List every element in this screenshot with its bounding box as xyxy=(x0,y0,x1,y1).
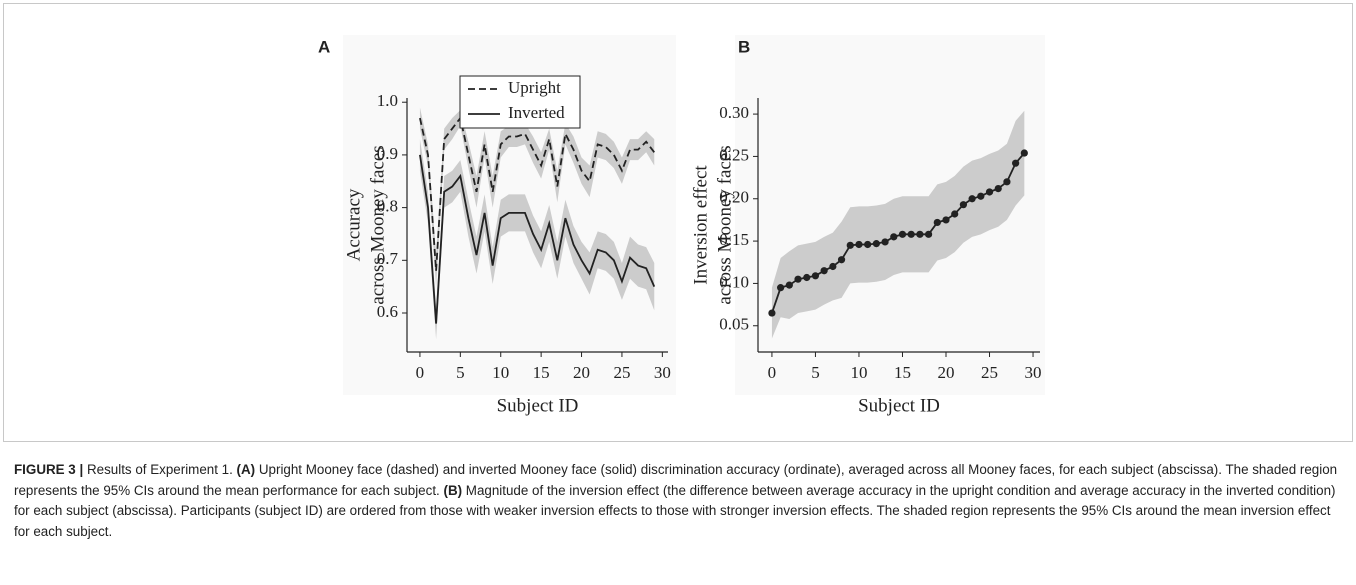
y-axis-label: Inversion effect xyxy=(690,165,711,285)
caption-text: Magnitude of the inversion effect (the d… xyxy=(14,482,1336,539)
data-point xyxy=(829,262,837,271)
data-point xyxy=(768,309,776,317)
y-tick-label: 0.9 xyxy=(377,144,398,163)
legend-box xyxy=(459,75,581,129)
caption-bold: FIGURE 3 | xyxy=(14,462,84,477)
data-point xyxy=(820,267,828,275)
data-point xyxy=(864,240,872,249)
data-point xyxy=(890,233,898,241)
data-point xyxy=(846,241,854,249)
data-point xyxy=(837,256,846,264)
x-tick-label: 25 xyxy=(981,363,998,382)
x-tick-label: 20 xyxy=(938,363,955,382)
data-point xyxy=(1012,159,1020,167)
caption-text: Upright Mooney face (dashed) and inverte… xyxy=(14,462,1338,498)
data-point xyxy=(994,184,1002,193)
data-point xyxy=(785,281,793,289)
y-tick-label: 0.8 xyxy=(377,197,398,216)
data-point xyxy=(794,275,802,283)
x-tick-label: 30 xyxy=(1025,363,1042,382)
x-tick-label: 15 xyxy=(894,363,911,382)
y-axis-label: across Mooney faces xyxy=(367,145,388,304)
caption-bold: (A) xyxy=(236,462,256,477)
y-tick-label: 0.25 xyxy=(719,145,749,164)
panel-label: B xyxy=(738,37,750,56)
data-point xyxy=(855,240,863,249)
y-tick-label: 0.10 xyxy=(719,272,749,291)
data-line xyxy=(419,154,656,324)
x-tick-label: 20 xyxy=(573,363,590,382)
x-tick-label: 0 xyxy=(768,363,777,382)
data-point xyxy=(881,238,889,246)
data-point xyxy=(907,230,915,238)
y-tick-label: 0.05 xyxy=(719,315,749,334)
data-point xyxy=(968,195,976,203)
data-point xyxy=(1003,178,1011,186)
data-point xyxy=(951,210,959,218)
data-point xyxy=(916,230,924,238)
figure-frame xyxy=(3,3,1353,442)
caption: FIGURE 3 | Results of Experiment 1. (A) … xyxy=(14,460,1344,542)
data-point xyxy=(1020,149,1028,157)
data-line xyxy=(419,115,655,271)
y-tick-label: 0.7 xyxy=(377,249,399,268)
x-tick-label: 10 xyxy=(492,363,509,382)
data-point xyxy=(803,273,811,282)
ci-band xyxy=(771,110,1025,339)
y-axis-label: across Mooney faces xyxy=(714,145,735,304)
y-tick-label: 0.20 xyxy=(719,188,749,207)
data-point xyxy=(977,192,985,200)
y-tick-label: 0.30 xyxy=(719,103,749,122)
legend-label: Inverted xyxy=(508,103,565,122)
y-tick-label: 1.0 xyxy=(377,91,398,110)
panel-label: A xyxy=(318,37,330,56)
data-point xyxy=(959,201,968,209)
x-tick-label: 10 xyxy=(850,363,867,382)
data-point xyxy=(777,284,785,292)
x-tick-label: 0 xyxy=(416,363,425,382)
data-point xyxy=(898,230,907,238)
y-tick-label: 0.15 xyxy=(719,230,749,249)
x-tick-label: 5 xyxy=(456,363,465,382)
figure: A 0.6 0.7 0.8 0.9 1.0 0 5 10 15 20 25 30 Subject ID Ac… xyxy=(318,37,1042,417)
legend-label: Upright xyxy=(508,78,561,97)
x-tick-label: 30 xyxy=(654,363,671,382)
caption-text: Results of Experiment 1. xyxy=(83,462,237,477)
y-tick-label: 0.6 xyxy=(377,302,398,321)
y-axis-label: Accuracy xyxy=(343,188,364,261)
data-point xyxy=(985,188,994,196)
x-axis-label: Subject ID xyxy=(858,395,940,416)
data-point xyxy=(942,216,950,224)
data-point xyxy=(924,230,933,238)
data-point xyxy=(872,240,880,248)
data-point xyxy=(933,218,941,227)
x-tick-label: 15 xyxy=(533,363,550,382)
data-point xyxy=(811,272,820,280)
x-tick-label: 25 xyxy=(613,363,630,382)
x-axis-label: Subject ID xyxy=(497,395,579,416)
ci-band xyxy=(419,139,655,340)
x-tick-label: 5 xyxy=(811,363,820,382)
caption-bold: (B) xyxy=(443,482,463,498)
